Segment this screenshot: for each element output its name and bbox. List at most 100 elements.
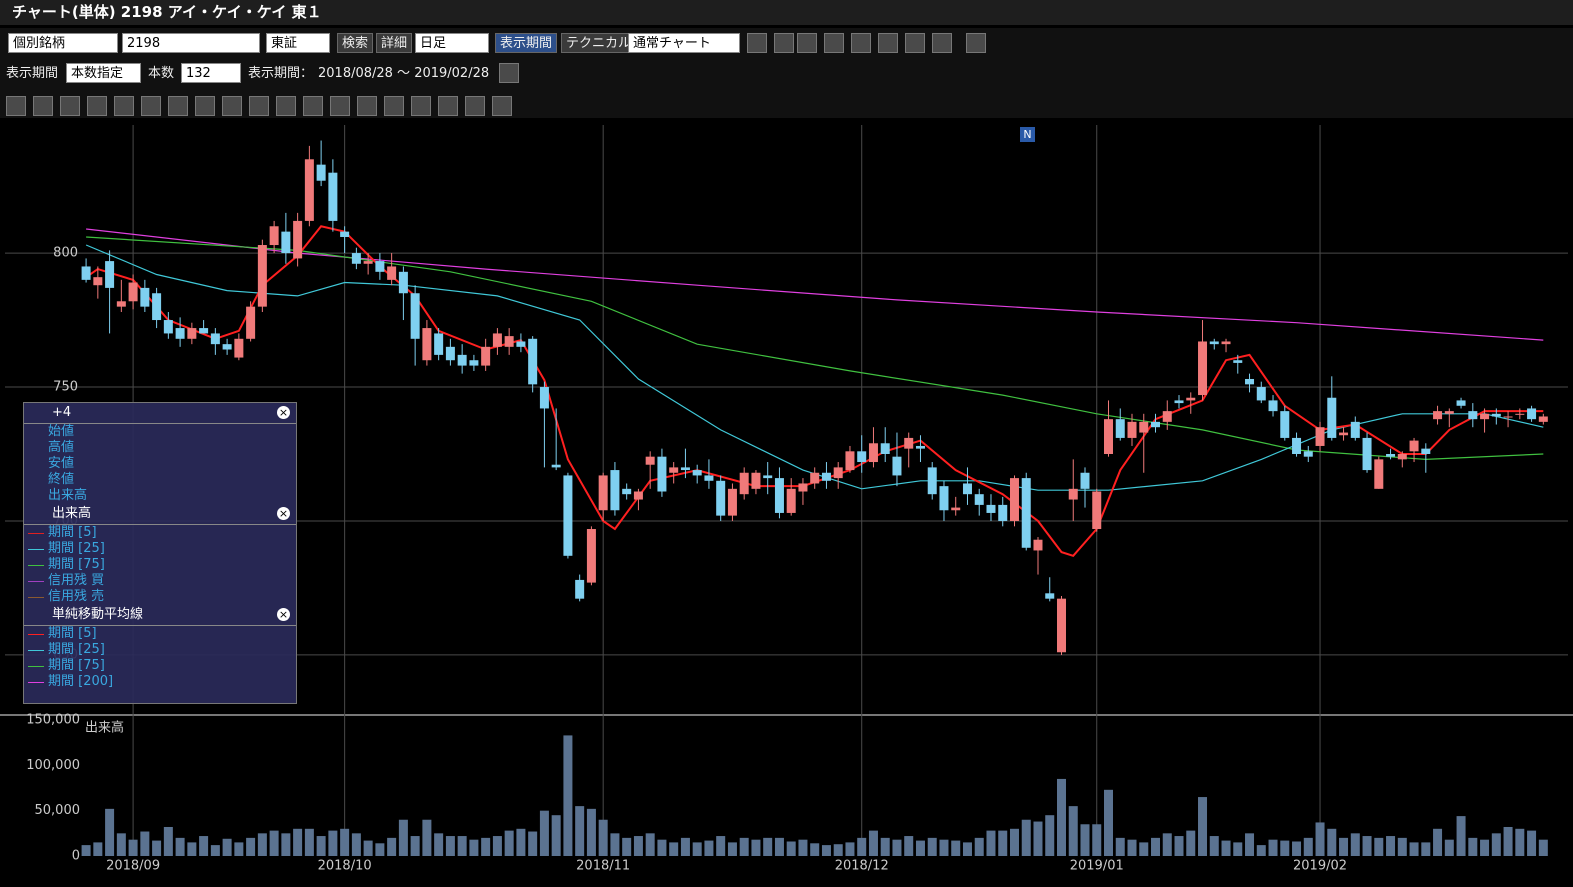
draw-tool[interactable]: [195, 96, 215, 116]
draw-tool[interactable]: [330, 96, 350, 116]
candle-body: [633, 491, 643, 500]
draw-tool[interactable]: [276, 96, 296, 116]
mode-select[interactable]: 本数指定: [66, 63, 141, 83]
volume-bar: [727, 842, 737, 856]
candle-body: [316, 164, 326, 181]
draw-tool[interactable]: [438, 96, 458, 116]
volume-bar: [1386, 836, 1396, 856]
candle-body: [915, 445, 925, 449]
panel-item: 期間 [25]: [24, 642, 296, 658]
candle-body: [1397, 453, 1407, 460]
volume-bar: [1080, 824, 1090, 856]
close-button[interactable]: ×: [277, 406, 290, 419]
volume-bar: [469, 839, 479, 856]
candle-body: [140, 287, 150, 307]
volume-bar: [798, 839, 808, 856]
volume-bar: [892, 839, 902, 856]
count-input[interactable]: 132: [181, 63, 241, 83]
icon-button[interactable]: [878, 33, 898, 53]
volume-title: 出来高: [85, 720, 124, 736]
candle-body: [1433, 411, 1443, 420]
candle-body: [234, 338, 244, 358]
y-tick-label: 750: [53, 380, 78, 395]
volume-bar: [974, 837, 984, 856]
candle-body: [269, 226, 279, 246]
volume-bar: [716, 836, 726, 856]
icon-button[interactable]: [747, 33, 767, 53]
draw-tool[interactable]: [114, 96, 134, 116]
volume-bar: [516, 828, 526, 856]
technical-button[interactable]: テクニカル: [561, 33, 637, 53]
draw-tool[interactable]: [465, 96, 485, 116]
draw-tool[interactable]: [384, 96, 404, 116]
candle-body: [1315, 427, 1325, 446]
volume-bar: [904, 836, 914, 856]
draw-tool[interactable]: [357, 96, 377, 116]
detail-button[interactable]: 詳細: [376, 33, 413, 53]
candle-body: [692, 470, 702, 476]
panel-item: 期間 [5]: [24, 626, 296, 642]
icon-button[interactable]: [851, 33, 871, 53]
indicator-panel: +4 × 始値 高値 安値 終値 出来高 出来高 × 期間 [5] 期間 [25] 期間 [75] 信用…: [23, 402, 297, 704]
draw-tool[interactable]: [87, 96, 107, 116]
volume-bar: [81, 845, 91, 856]
legend-swatch: [28, 565, 44, 566]
news-marker[interactable]: N: [1020, 127, 1035, 142]
search-button[interactable]: 検索: [337, 33, 374, 53]
candle-body: [81, 266, 91, 280]
reset-button[interactable]: [499, 63, 519, 83]
candle-body: [1080, 472, 1090, 489]
draw-tool[interactable]: [60, 96, 80, 116]
volume-bar: [410, 836, 420, 856]
close-button[interactable]: ×: [277, 608, 290, 621]
candle-body: [704, 475, 714, 481]
exchange-select[interactable]: 東証: [266, 33, 330, 53]
volume-bar: [351, 833, 361, 856]
candle-body: [563, 475, 573, 556]
draw-tool[interactable]: [168, 96, 188, 116]
candle-body: [434, 333, 444, 355]
candle-body: [751, 472, 761, 489]
volume-bar: [1174, 836, 1184, 856]
icon-button[interactable]: [797, 33, 817, 53]
candle-body: [551, 464, 561, 468]
interval-select[interactable]: 日足: [415, 33, 489, 53]
code-input[interactable]: 2198: [122, 33, 260, 53]
market-select[interactable]: 個別銘柄: [8, 33, 118, 53]
candle-body: [222, 344, 232, 350]
volume-bar: [1221, 840, 1231, 856]
close-button[interactable]: ×: [277, 507, 290, 520]
volume-bar: [199, 836, 209, 856]
icon-button[interactable]: [966, 33, 986, 53]
volume-bar: [1480, 839, 1490, 856]
draw-tool[interactable]: [141, 96, 161, 116]
icon-button[interactable]: [774, 33, 794, 53]
x-tick-label: 2018/10: [318, 859, 372, 874]
candle-body: [1491, 413, 1501, 417]
icon-button[interactable]: [932, 33, 952, 53]
icon-button[interactable]: [905, 33, 925, 53]
candle-body: [116, 301, 126, 307]
range-text: 2018/08/28 ～ 2019/02/28: [318, 66, 490, 81]
draw-tool[interactable]: [249, 96, 269, 116]
volume-bar: [563, 735, 573, 856]
volume-bar: [398, 819, 408, 856]
volume-bar: [1186, 830, 1196, 856]
candle-body: [810, 472, 820, 484]
draw-tool[interactable]: [222, 96, 242, 116]
draw-tool[interactable]: [303, 96, 323, 116]
volume-bar: [1198, 797, 1208, 856]
draw-tool[interactable]: [6, 96, 26, 116]
volume-bar: [1092, 824, 1102, 856]
draw-tool[interactable]: [492, 96, 512, 116]
volume-bar: [880, 837, 890, 856]
chart-type-select[interactable]: 通常チャート: [628, 33, 740, 53]
section-title: +4 ×: [24, 403, 296, 424]
period-button[interactable]: 表示期間: [495, 33, 558, 53]
draw-tool[interactable]: [411, 96, 431, 116]
candle-body: [786, 488, 796, 513]
volume-bar: [786, 841, 796, 856]
icon-button[interactable]: [824, 33, 844, 53]
volume-bar: [128, 839, 138, 856]
draw-tool[interactable]: [33, 96, 53, 116]
